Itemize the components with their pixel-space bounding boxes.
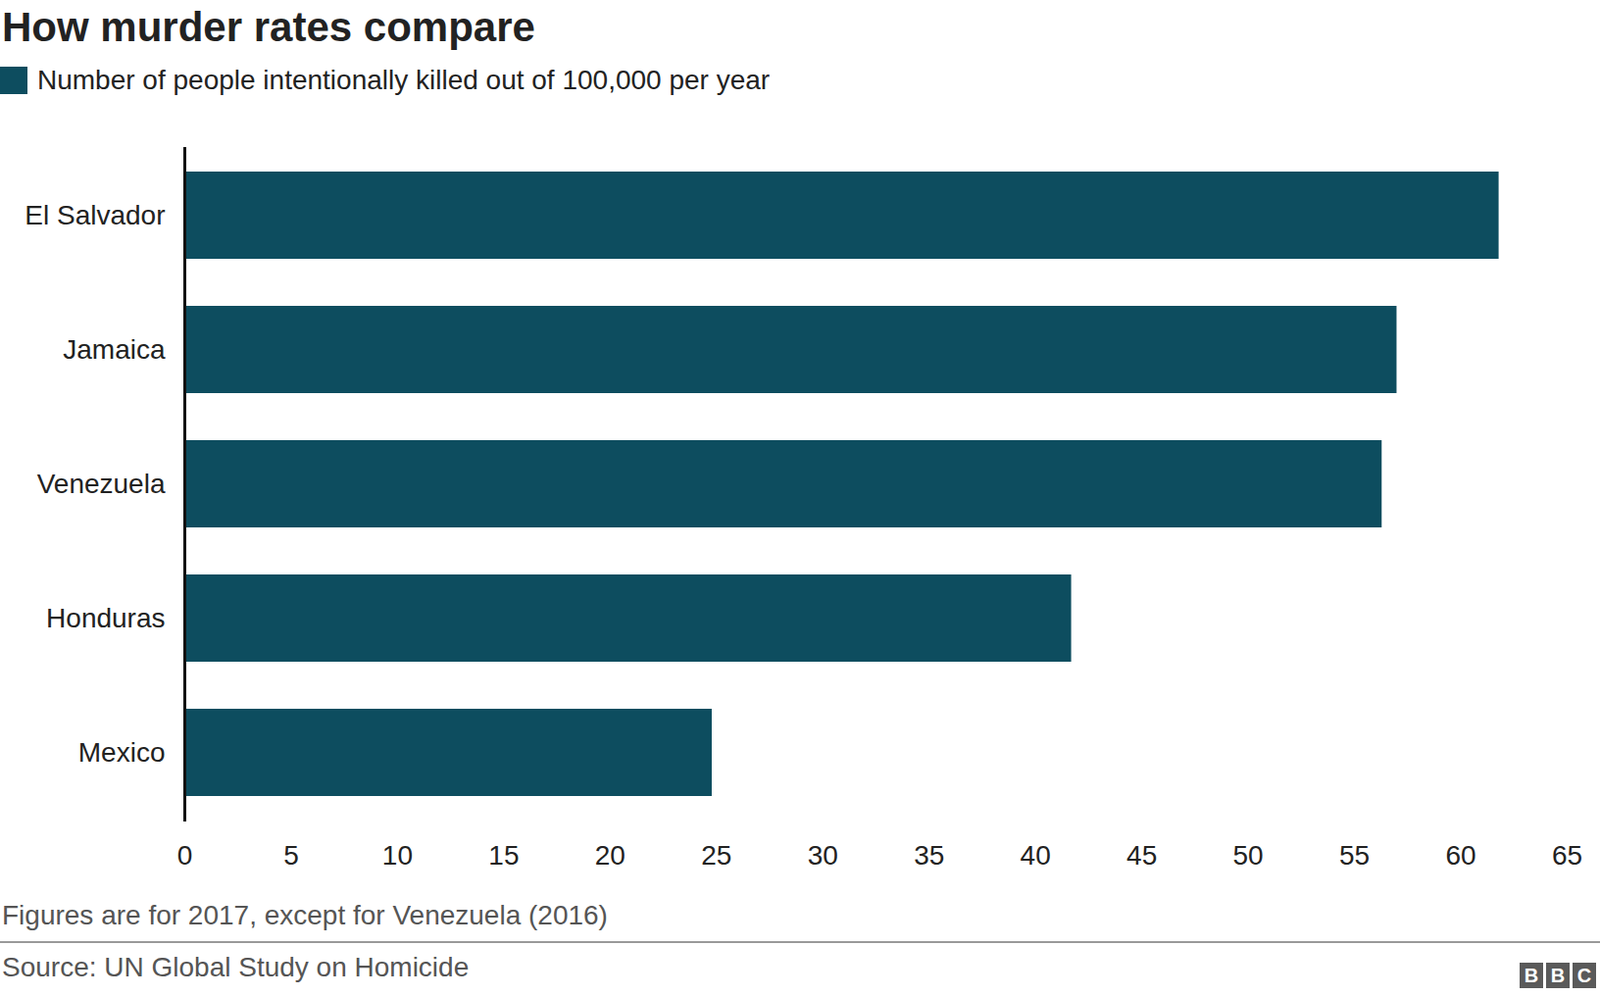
svg-text:El Salvador: El Salvador xyxy=(24,200,165,231)
svg-text:65: 65 xyxy=(1551,840,1583,871)
html-text:How murder rates compare: How murder rates compare xyxy=(1,3,536,50)
svg-text:55: 55 xyxy=(1339,840,1370,871)
svg-text:5: 5 xyxy=(283,840,300,871)
svg-text:Venezuela: Venezuela xyxy=(37,468,166,500)
html-text:Number of people intentionally: Number of people intentionally killed ou… xyxy=(37,64,770,96)
svg-text:15: 15 xyxy=(488,840,519,871)
html-text:B: B xyxy=(1524,964,1539,987)
html-text:Figures are for 2017, except f: Figures are for 2017, except for Venezue… xyxy=(1,900,608,931)
html-text:C: C xyxy=(1577,964,1592,987)
svg-text:50: 50 xyxy=(1233,840,1264,871)
svg-text:Mexico: Mexico xyxy=(78,737,166,768)
svg-text:25: 25 xyxy=(700,840,732,871)
svg-text:40: 40 xyxy=(1020,840,1051,871)
svg-text:Honduras: Honduras xyxy=(46,602,165,634)
svg-text:35: 35 xyxy=(913,840,945,871)
svg-text:10: 10 xyxy=(382,840,413,871)
html-text:B: B xyxy=(1550,964,1565,987)
svg-text:30: 30 xyxy=(807,840,839,871)
html-text:Source: UN Global Study on Hom: Source: UN Global Study on Homicide xyxy=(1,951,469,983)
svg-text:60: 60 xyxy=(1445,840,1476,871)
svg-text:20: 20 xyxy=(595,840,626,871)
svg-text:0: 0 xyxy=(177,840,194,871)
svg-text:Jamaica: Jamaica xyxy=(62,334,166,365)
svg-text:45: 45 xyxy=(1126,840,1157,871)
